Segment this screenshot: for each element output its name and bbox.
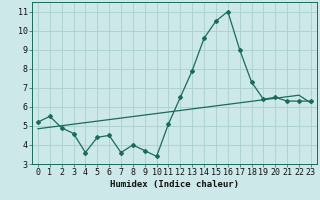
X-axis label: Humidex (Indice chaleur): Humidex (Indice chaleur) — [110, 180, 239, 189]
